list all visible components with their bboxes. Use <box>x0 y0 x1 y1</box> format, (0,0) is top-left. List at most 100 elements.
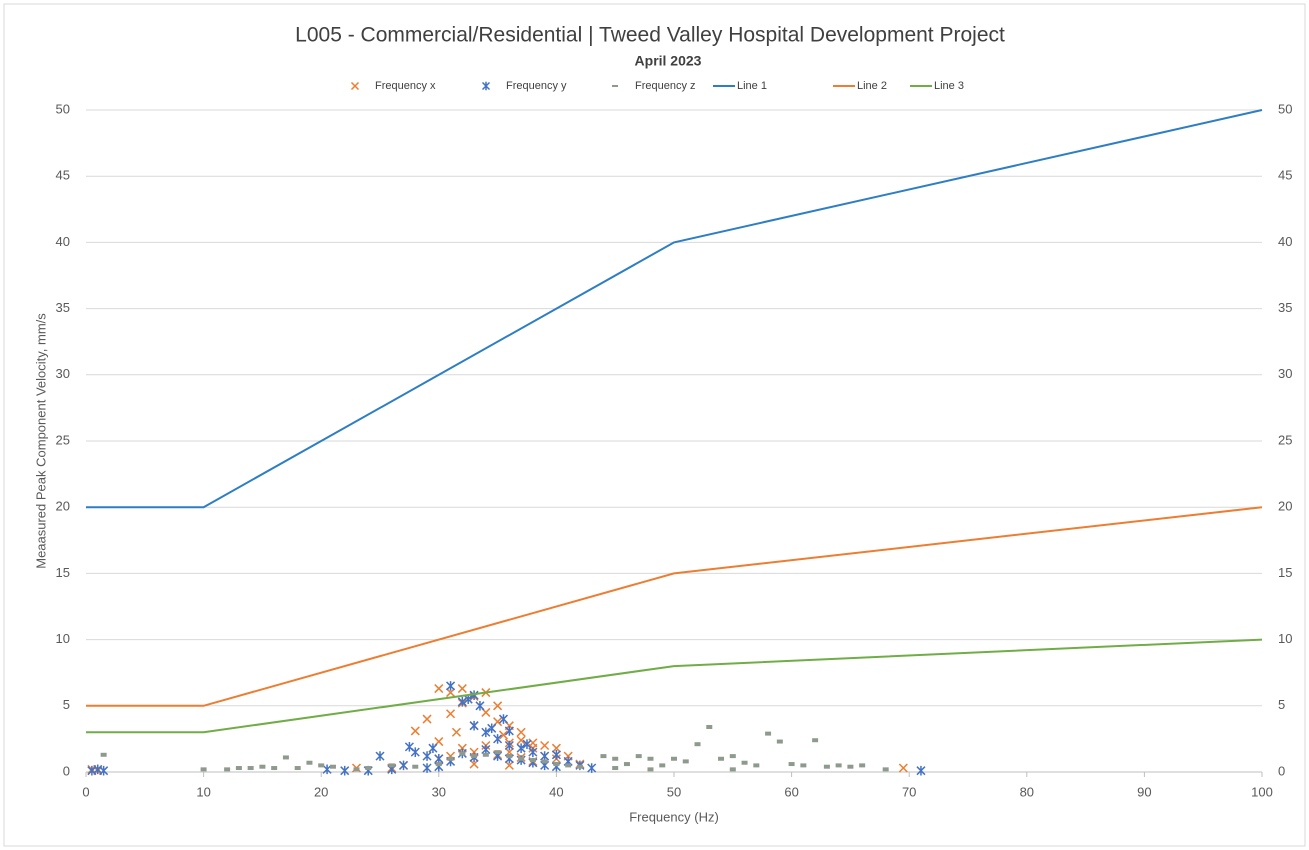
line <box>86 506 1263 707</box>
marker <box>765 731 772 736</box>
marker <box>469 720 479 731</box>
marker <box>788 762 795 767</box>
marker <box>882 767 889 772</box>
marker <box>540 751 550 761</box>
y-tick-label: 10 <box>56 631 70 646</box>
marker <box>99 765 109 776</box>
marker <box>282 755 289 760</box>
marker <box>835 763 842 768</box>
marker <box>446 688 456 698</box>
marker <box>447 756 454 761</box>
y2-tick-label: 10 <box>1278 631 1292 646</box>
legend-label: Frequency y <box>506 80 567 92</box>
marker <box>541 759 548 764</box>
marker <box>916 765 926 776</box>
marker <box>481 744 491 755</box>
marker <box>682 759 689 764</box>
marker <box>459 751 466 756</box>
y2-tick-label: 0 <box>1278 763 1285 778</box>
y2-tick-label: 30 <box>1278 366 1292 381</box>
marker <box>435 762 442 767</box>
marker <box>551 743 561 753</box>
chart-title: L005 - Commercial/Residential | Tweed Va… <box>295 24 1005 47</box>
marker <box>434 684 444 694</box>
marker <box>410 726 420 736</box>
x-tick-label: 60 <box>784 784 798 799</box>
marker <box>587 763 597 773</box>
marker <box>412 764 419 769</box>
x-tick-label: 40 <box>549 784 563 799</box>
marker <box>398 760 409 771</box>
x-axis-label: Frequency (Hz) <box>629 809 719 824</box>
y2-tick-label: 50 <box>1278 101 1292 116</box>
y-axis-label: Meaasured Peak Component Velocity, mm/s <box>33 313 48 569</box>
x-tick-label: 90 <box>1137 784 1151 799</box>
marker <box>516 727 526 737</box>
y-tick-label: 50 <box>56 101 70 116</box>
y2-tick-label: 20 <box>1278 499 1292 514</box>
marker <box>776 739 783 744</box>
chart-subtitle: April 2023 <box>635 53 702 69</box>
marker <box>475 701 485 711</box>
marker <box>659 763 666 768</box>
marker <box>859 763 866 768</box>
marker <box>612 766 619 771</box>
x-tick-label: 30 <box>432 784 446 799</box>
marker <box>498 714 509 724</box>
marker <box>259 764 266 769</box>
marker <box>635 754 642 759</box>
marker <box>612 756 619 761</box>
marker <box>365 766 372 771</box>
marker <box>812 738 819 743</box>
marker <box>306 760 313 765</box>
marker <box>694 742 701 747</box>
marker <box>565 763 572 768</box>
legend-swatch <box>481 81 491 91</box>
y2-tick-label: 35 <box>1278 300 1292 315</box>
y-tick-label: 35 <box>56 300 70 315</box>
x-tick-label: 100 <box>1251 784 1273 799</box>
chart-frame <box>3 3 1306 847</box>
marker <box>329 764 336 769</box>
marker <box>422 714 432 724</box>
marker <box>647 756 654 761</box>
y2-tick-label: 5 <box>1278 697 1285 712</box>
y2-tick-label: 40 <box>1278 234 1292 249</box>
y-tick-label: 30 <box>56 366 70 381</box>
marker <box>718 756 725 761</box>
marker <box>528 747 538 757</box>
marker <box>729 754 736 759</box>
marker <box>224 767 231 772</box>
marker <box>516 735 526 745</box>
marker <box>469 759 479 769</box>
marker <box>457 684 467 694</box>
marker <box>428 743 438 753</box>
marker <box>729 767 736 772</box>
marker <box>540 740 550 751</box>
marker <box>551 749 561 760</box>
marker <box>741 760 748 765</box>
marker <box>706 724 713 729</box>
marker <box>553 762 560 767</box>
marker <box>457 697 467 707</box>
marker <box>671 756 677 761</box>
x-tick-label: 70 <box>902 784 916 799</box>
y-tick-label: 20 <box>56 499 70 514</box>
legend-label: Frequency x <box>375 80 436 92</box>
marker <box>481 727 491 738</box>
line <box>86 109 1263 509</box>
marker <box>847 764 854 769</box>
y-tick-label: 0 <box>63 763 70 778</box>
marker <box>498 730 509 740</box>
y2-tick-label: 15 <box>1278 565 1292 580</box>
marker <box>446 681 456 691</box>
marker <box>446 709 456 719</box>
marker <box>494 750 501 755</box>
marker <box>518 756 525 761</box>
marker <box>235 766 242 771</box>
marker <box>800 763 807 768</box>
marker <box>576 764 583 769</box>
marker <box>388 763 395 768</box>
legend-label: Frequency z <box>635 80 696 92</box>
marker <box>375 751 385 761</box>
